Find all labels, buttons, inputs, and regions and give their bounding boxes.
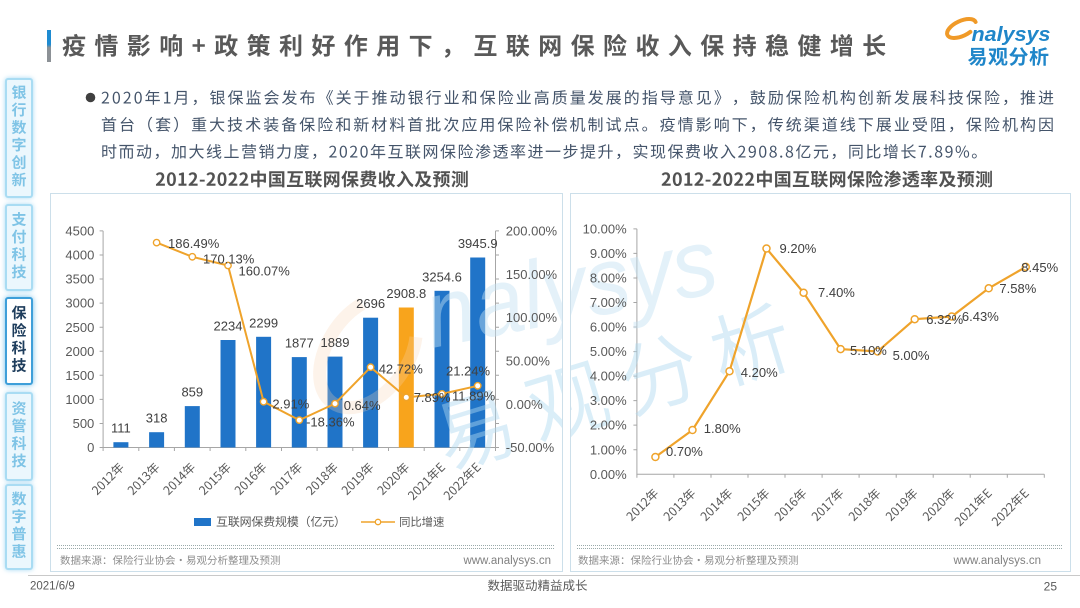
svg-text:0.00%: 0.00% (590, 467, 627, 482)
svg-text:2696: 2696 (356, 296, 385, 311)
svg-text:-18.36%: -18.36% (306, 415, 355, 430)
svg-text:200.00%: 200.00% (506, 224, 558, 239)
svg-text:100.00%: 100.00% (506, 310, 558, 325)
svg-text:5.00%: 5.00% (590, 344, 627, 359)
svg-text:1877: 1877 (285, 336, 314, 351)
svg-text:5.00%: 5.00% (893, 348, 930, 363)
svg-text:6.00%: 6.00% (590, 320, 627, 335)
svg-text:1500: 1500 (65, 368, 94, 383)
svg-text:150.00%: 150.00% (506, 267, 558, 282)
svg-text:2299: 2299 (249, 315, 278, 330)
svg-text:2021/6/9: 2021/6/9 (30, 581, 75, 593)
svg-text:170.13%: 170.13% (203, 252, 255, 267)
svg-text:0.00%: 0.00% (506, 397, 543, 412)
svg-text:2000: 2000 (65, 344, 94, 359)
svg-text:2.00%: 2.00% (590, 418, 627, 433)
svg-text:186.49%: 186.49% (168, 236, 220, 251)
svg-text:111: 111 (111, 421, 131, 436)
svg-text:2234: 2234 (214, 319, 243, 334)
svg-text:7.40%: 7.40% (818, 285, 855, 300)
svg-text:11.89%: 11.89% (452, 389, 496, 404)
svg-text:0.64%: 0.64% (344, 398, 381, 413)
svg-text:4500: 4500 (65, 224, 94, 239)
svg-text:1889: 1889 (321, 335, 350, 350)
svg-text:500: 500 (73, 416, 95, 431)
svg-text:7.89%: 7.89% (414, 390, 451, 405)
svg-text:4.00%: 4.00% (590, 369, 627, 384)
svg-text:9.00%: 9.00% (590, 246, 627, 261)
svg-text:-50.00%: -50.00% (506, 440, 555, 455)
svg-text:4000: 4000 (65, 248, 94, 263)
svg-text:3500: 3500 (65, 272, 94, 287)
svg-text:9.20%: 9.20% (780, 241, 817, 256)
svg-text:6.32%: 6.32% (926, 312, 963, 327)
svg-text:25: 25 (1044, 580, 1058, 594)
svg-text:42.72%: 42.72% (379, 362, 424, 377)
svg-text:3254.6: 3254.6 (422, 269, 462, 284)
svg-text:3945.9: 3945.9 (458, 236, 498, 251)
svg-text:7.58%: 7.58% (999, 281, 1036, 296)
svg-text:5.10%: 5.10% (850, 343, 887, 358)
svg-text:2.91%: 2.91% (272, 397, 309, 412)
svg-text:21.24%: 21.24% (446, 364, 491, 379)
svg-text:10.00%: 10.00% (583, 222, 628, 237)
svg-text:nalysys: nalysys (416, 208, 726, 368)
svg-text:www.analysys.cn: www.analysys.cn (952, 555, 1041, 567)
svg-text:4.20%: 4.20% (741, 365, 778, 380)
svg-text:50.00%: 50.00% (506, 354, 551, 369)
svg-text:nalysys: nalysys (972, 23, 1051, 46)
svg-text:0: 0 (87, 440, 94, 455)
svg-text:7.00%: 7.00% (590, 295, 627, 310)
svg-text:160.07%: 160.07% (239, 264, 291, 279)
svg-text:3.00%: 3.00% (590, 393, 627, 408)
svg-text:1.80%: 1.80% (704, 421, 741, 436)
svg-text:318: 318 (146, 411, 168, 426)
svg-text:8.45%: 8.45% (1021, 260, 1058, 275)
svg-text:2908.8: 2908.8 (386, 286, 426, 301)
svg-text:3000: 3000 (65, 296, 94, 311)
svg-text:www.analysys.cn: www.analysys.cn (462, 555, 551, 567)
svg-text:8.00%: 8.00% (590, 271, 627, 286)
svg-text:1.00%: 1.00% (590, 442, 627, 457)
svg-text:6.43%: 6.43% (962, 309, 999, 324)
svg-text:0.70%: 0.70% (666, 444, 703, 459)
svg-text:2500: 2500 (65, 320, 94, 335)
svg-text:859: 859 (181, 385, 203, 400)
svg-text:1000: 1000 (65, 392, 94, 407)
